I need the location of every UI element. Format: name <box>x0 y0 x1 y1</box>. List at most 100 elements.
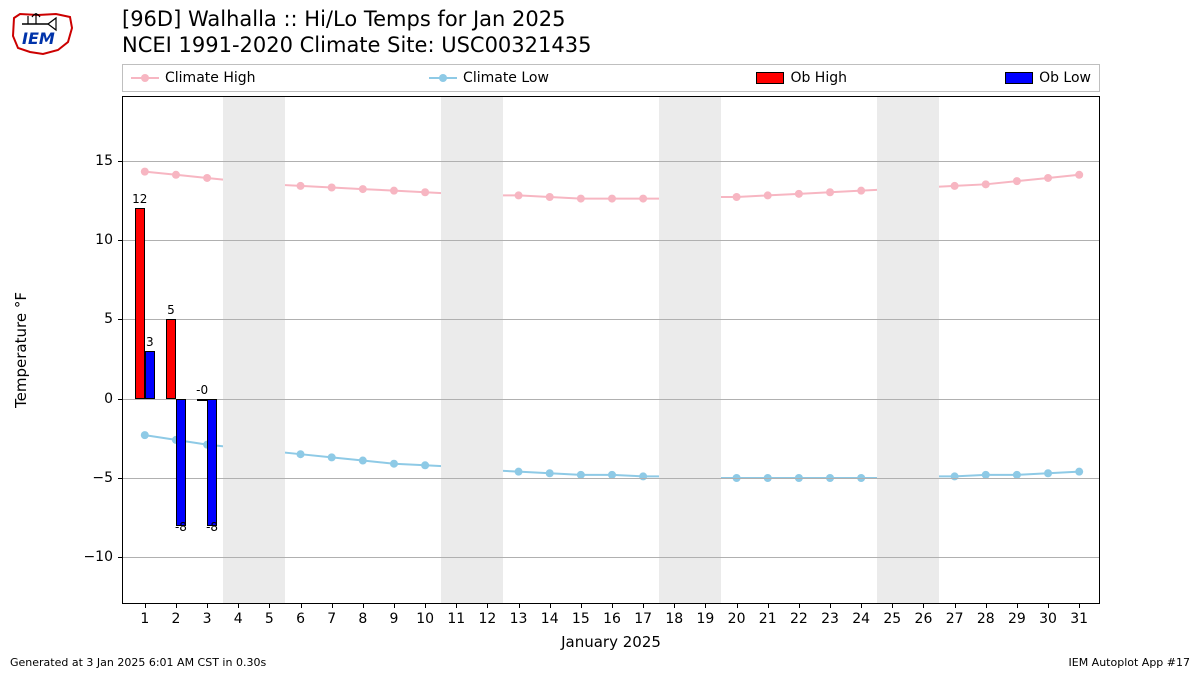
climate-high-marker <box>390 187 398 195</box>
ytick-label: 15 <box>95 153 113 169</box>
xtick-mark <box>923 603 924 608</box>
ytick-label: 10 <box>95 232 113 248</box>
xtick-label: 11 <box>447 611 465 627</box>
climate-high-marker <box>515 191 523 199</box>
ob-high-label: 5 <box>167 303 175 317</box>
ob-low-bar <box>145 351 155 399</box>
climate-high-marker <box>577 195 585 203</box>
xtick-label: 20 <box>728 611 746 627</box>
plot-area: Temperature °F January 2025 −10−50510151… <box>122 96 1100 604</box>
ytick-mark <box>118 319 123 320</box>
y-axis-label: Temperature °F <box>12 292 30 408</box>
climate-low-marker <box>359 457 367 465</box>
xtick-label: 14 <box>541 611 559 627</box>
legend-swatch-climate-low <box>429 77 457 79</box>
xtick-mark <box>332 603 333 608</box>
legend-climate-high: Climate High <box>123 65 367 91</box>
climate-high-marker <box>421 188 429 196</box>
weekend-band <box>659 97 721 603</box>
xtick-mark <box>425 603 426 608</box>
svg-text:IEM: IEM <box>22 29 55 48</box>
climate-low-marker <box>141 431 149 439</box>
xtick-label: 18 <box>665 611 683 627</box>
xtick-label: 21 <box>759 611 777 627</box>
legend-swatch-ob-low <box>1005 72 1033 84</box>
ob-high-label: -0 <box>196 383 208 397</box>
xtick-mark <box>487 603 488 608</box>
legend-label: Climate High <box>165 70 256 86</box>
xtick-mark <box>269 603 270 608</box>
xtick-label: 16 <box>603 611 621 627</box>
climate-low-marker <box>515 468 523 476</box>
climate-high-marker <box>857 187 865 195</box>
chart-title: [96D] Walhalla :: Hi/Lo Temps for Jan 20… <box>122 6 591 59</box>
xtick-label: 6 <box>296 611 305 627</box>
xtick-label: 25 <box>883 611 901 627</box>
title-line2: NCEI 1991-2020 Climate Site: USC00321435 <box>122 32 591 58</box>
climate-low-marker <box>421 461 429 469</box>
climate-high-marker <box>826 188 834 196</box>
xtick-label: 1 <box>140 611 149 627</box>
legend-ob-high: Ob High <box>611 65 855 91</box>
gridline <box>123 399 1099 400</box>
xtick-mark <box>768 603 769 608</box>
xtick-label: 27 <box>946 611 964 627</box>
legend: Climate High Climate Low Ob High Ob Low <box>122 64 1100 92</box>
climate-high-marker <box>141 168 149 176</box>
climate-high-marker <box>1044 174 1052 182</box>
climate-high-marker <box>1013 177 1021 185</box>
xtick-mark <box>892 603 893 608</box>
xtick-label: 31 <box>1070 611 1088 627</box>
xtick-label: 23 <box>821 611 839 627</box>
gridline <box>123 319 1099 320</box>
xtick-label: 9 <box>390 611 399 627</box>
climate-high-marker <box>795 190 803 198</box>
ob-low-label: -8 <box>175 520 187 534</box>
weekend-band <box>877 97 939 603</box>
footer-left: Generated at 3 Jan 2025 6:01 AM CST in 0… <box>10 656 266 669</box>
legend-label: Climate Low <box>463 70 549 86</box>
xtick-label: 4 <box>234 611 243 627</box>
xtick-mark <box>550 603 551 608</box>
climate-high-marker <box>328 183 336 191</box>
legend-swatch-climate-high <box>131 77 159 79</box>
legend-ob-low: Ob Low <box>855 65 1099 91</box>
xtick-label: 15 <box>572 611 590 627</box>
gridline <box>123 161 1099 162</box>
ytick-label: 0 <box>104 391 113 407</box>
xtick-label: 8 <box>358 611 367 627</box>
xtick-mark <box>643 603 644 608</box>
ytick-label: −5 <box>92 470 113 486</box>
ob-high-bar <box>197 399 207 401</box>
iem-logo: IEM <box>8 8 78 58</box>
ob-high-label: 12 <box>132 192 147 206</box>
xtick-mark <box>612 603 613 608</box>
xtick-label: 28 <box>977 611 995 627</box>
legend-swatch-ob-high <box>756 72 784 84</box>
ytick-mark <box>118 161 123 162</box>
ytick-mark <box>118 399 123 400</box>
weekend-band <box>441 97 503 603</box>
xtick-label: 24 <box>852 611 870 627</box>
climate-high-marker <box>733 193 741 201</box>
climate-high-marker <box>982 180 990 188</box>
xtick-label: 19 <box>697 611 715 627</box>
xtick-mark <box>1048 603 1049 608</box>
xtick-label: 26 <box>915 611 933 627</box>
climate-low-marker <box>951 472 959 480</box>
xtick-label: 17 <box>634 611 652 627</box>
xtick-mark <box>145 603 146 608</box>
ob-low-label: -8 <box>206 520 218 534</box>
ob-low-bar <box>207 399 217 526</box>
ob-high-bar <box>166 319 176 398</box>
climate-low-marker <box>297 450 305 458</box>
xtick-label: 10 <box>416 611 434 627</box>
climate-high-marker <box>1075 171 1083 179</box>
xtick-mark <box>301 603 302 608</box>
xtick-mark <box>238 603 239 608</box>
xtick-mark <box>737 603 738 608</box>
xtick-mark <box>363 603 364 608</box>
xtick-mark <box>207 603 208 608</box>
climate-high-marker <box>203 174 211 182</box>
xtick-label: 2 <box>171 611 180 627</box>
